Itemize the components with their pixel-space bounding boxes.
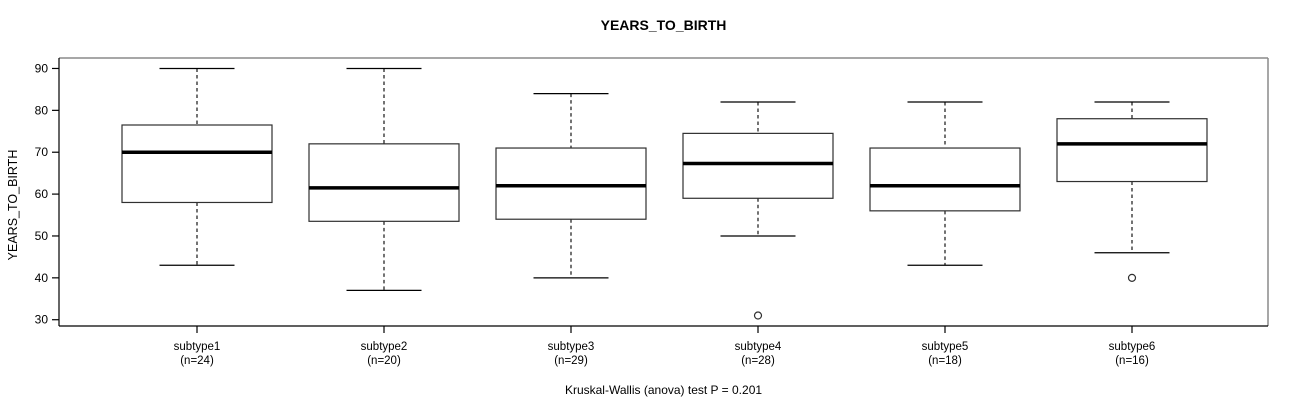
category-label-subtype5: subtype5 — [922, 341, 969, 353]
box-subtype1 — [121, 124, 273, 204]
n-label-subtype1: (n=24) — [180, 355, 214, 367]
category-label-subtype3: subtype3 — [548, 341, 595, 353]
y-tick-label-90: 90 — [35, 61, 49, 75]
box-subtype3 — [495, 147, 647, 220]
n-label-subtype4: (n=28) — [741, 355, 775, 367]
n-label-subtype6: (n=16) — [1115, 355, 1149, 367]
y-tick-label-40: 40 — [35, 271, 49, 285]
caption-text: Kruskal-Wallis (anova) test P = 0.201 — [564, 383, 763, 397]
y-tick-label-60: 60 — [35, 187, 49, 201]
chart-title: YEARS_TO_BIRTH — [600, 17, 727, 33]
outlier-subtype6-0 — [1127, 273, 1137, 282]
n-label-subtype2: (n=20) — [367, 355, 401, 367]
category-label-subtype1: subtype1 — [174, 341, 221, 353]
category-label-subtype6: subtype6 — [1109, 341, 1156, 353]
outlier-subtype4-0 — [753, 311, 763, 320]
box-subtype5 — [869, 147, 1021, 212]
n-label-subtype5: (n=18) — [928, 355, 962, 367]
y-tick-label-30: 30 — [35, 313, 49, 327]
y-tick-label-70: 70 — [35, 145, 49, 159]
box-subtype4 — [682, 132, 834, 199]
y-tick-label-80: 80 — [35, 103, 49, 117]
n-label-subtype3: (n=29) — [554, 355, 588, 367]
category-label-subtype2: subtype2 — [361, 341, 408, 353]
y-tick-label-50: 50 — [35, 229, 49, 243]
box-subtype6 — [1056, 118, 1208, 183]
category-label-subtype4: subtype4 — [735, 341, 782, 353]
box-subtype2 — [308, 143, 460, 222]
